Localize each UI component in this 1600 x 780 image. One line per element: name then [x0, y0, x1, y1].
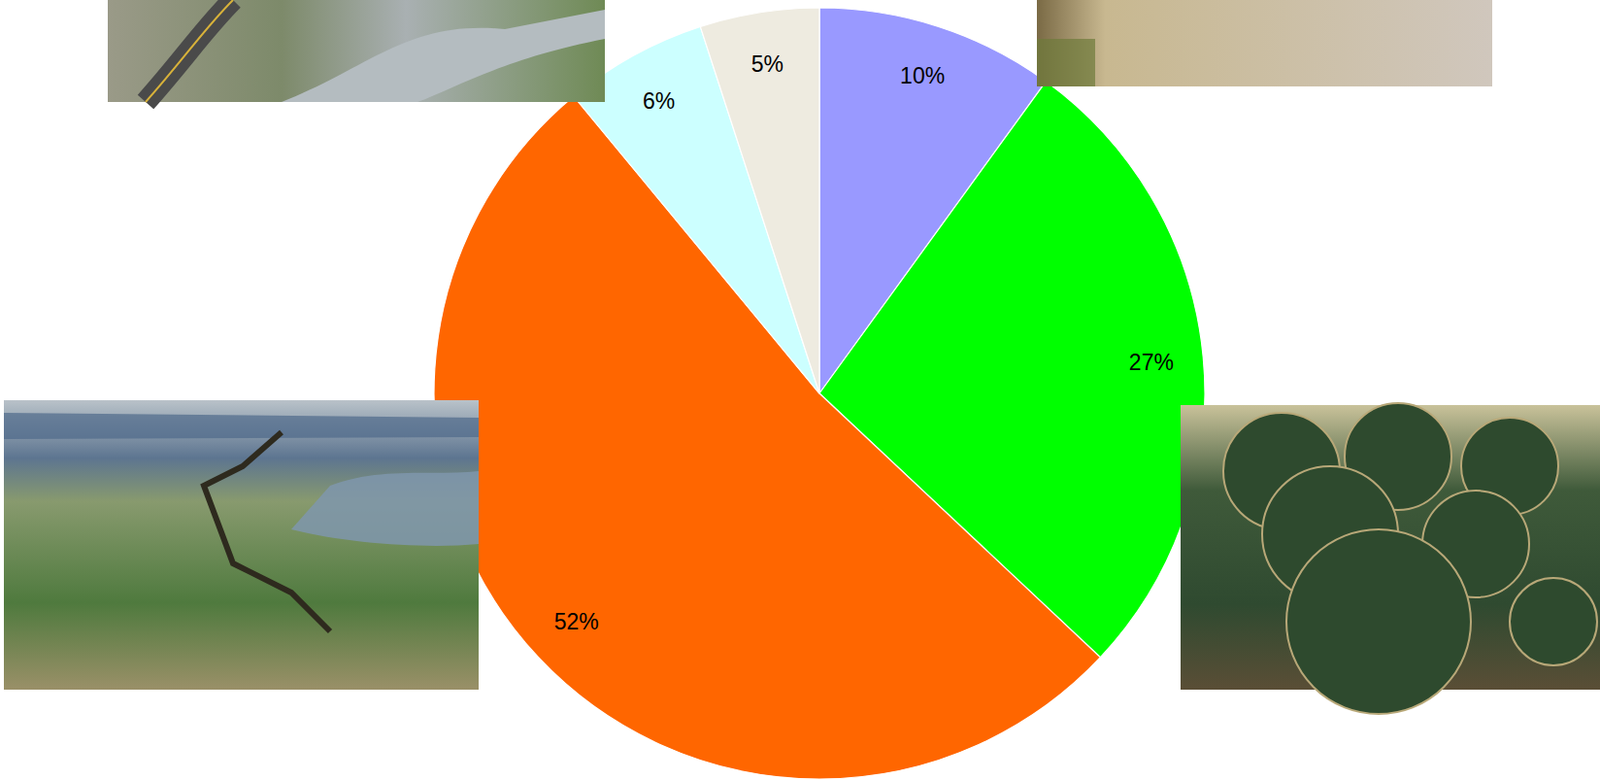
photo-crack [203, 432, 331, 632]
photos [3, 0, 1600, 714]
photo-pond [291, 470, 479, 546]
photo-field [1286, 529, 1471, 714]
data-label: 52% [554, 608, 600, 634]
photo [107, 0, 605, 102]
slice [700, 7, 820, 394]
data-label: 6% [642, 88, 675, 114]
photo-road [145, 0, 234, 102]
data-labels: 10% 27% 52% 6% 5% [554, 51, 1174, 634]
data-label: 5% [751, 51, 784, 77]
data-label: 27% [1129, 349, 1174, 375]
photo-shrub [1036, 38, 1096, 87]
photo-river [281, 9, 605, 102]
photo [1036, 0, 1493, 87]
photo [3, 400, 479, 690]
photo-field [1509, 577, 1598, 666]
pie [433, 7, 1205, 779]
photo-water [3, 412, 479, 439]
photo-road-line [145, 0, 234, 102]
chart: 10% 27% 52% 6% 5% [0, 0, 1600, 780]
data-label: 10% [900, 63, 945, 89]
